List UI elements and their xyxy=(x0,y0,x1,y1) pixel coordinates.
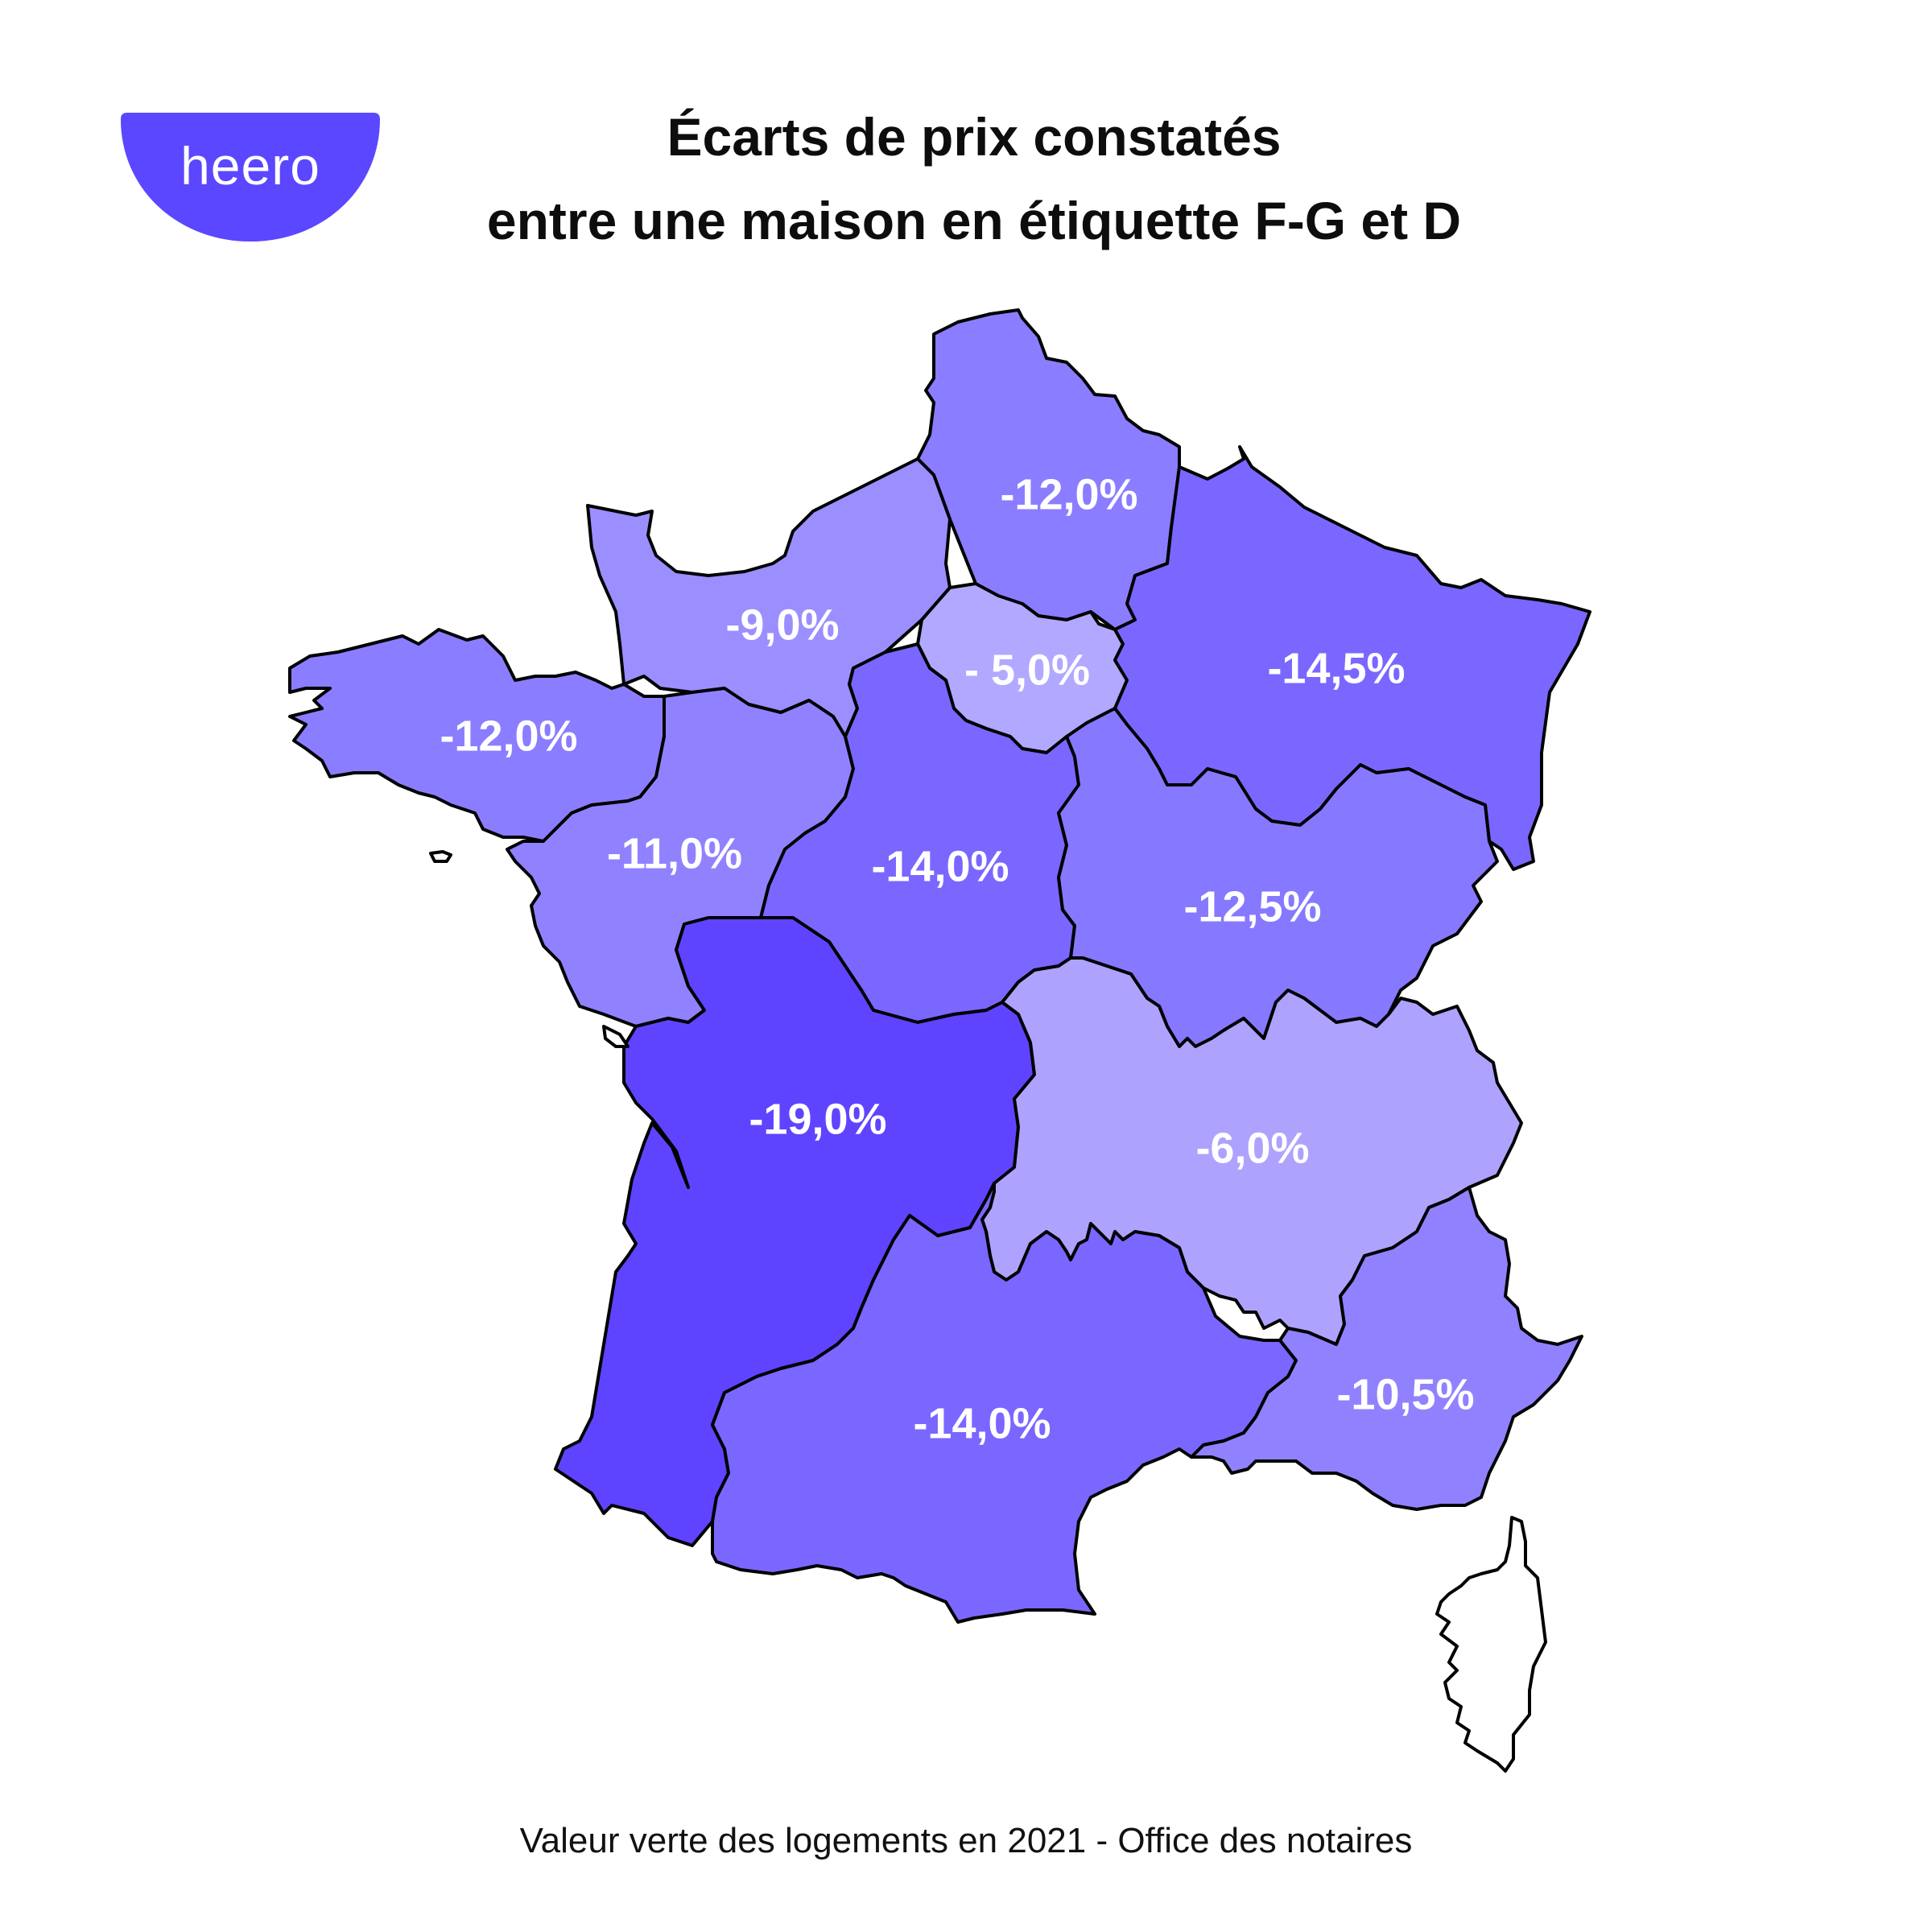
logo-wordmark: heero xyxy=(180,136,320,196)
logo-badge-shape xyxy=(121,113,380,242)
region-label-provence-alpes-cote-dazur: -10,5% xyxy=(1336,1370,1474,1418)
region-label-nouvelle-aquitaine: -19,0% xyxy=(749,1095,886,1143)
region-label-ile-de-france: - 5,0% xyxy=(964,646,1090,694)
region-label-pays-de-la-loire: -11,0% xyxy=(607,829,742,877)
island-oleron xyxy=(602,1025,630,1048)
source-caption: Valeur verte des logements en 2021 - Off… xyxy=(519,1821,1413,1860)
title-line-2: entre une maison en étiquette F-G et D xyxy=(486,191,1462,250)
region-label-hauts-de-france: -12,0% xyxy=(1000,470,1137,518)
heero-logo: heero xyxy=(121,113,380,242)
region-label-normandie: -9,0% xyxy=(725,601,839,649)
title-line-1: Écarts de prix constatés xyxy=(667,107,1282,167)
region-provence-alpes-cote-dazur xyxy=(1190,1186,1583,1511)
map-title: Écarts de prix constatés entre une maiso… xyxy=(282,95,1666,262)
region-label-auvergne-rhone-alpes: -6,0% xyxy=(1195,1124,1309,1172)
region-label-centre-val-de-loire: -14,0% xyxy=(871,842,1009,890)
island-belle-ile xyxy=(429,850,452,863)
region-corse xyxy=(1435,1516,1547,1773)
region-label-grand-est: -14,5% xyxy=(1267,644,1405,692)
region-label-occitanie: -14,0% xyxy=(913,1399,1051,1447)
region-label-bretagne: -12,0% xyxy=(440,712,577,760)
region-label-bourgogne-franche-comte: -12,5% xyxy=(1183,882,1321,931)
